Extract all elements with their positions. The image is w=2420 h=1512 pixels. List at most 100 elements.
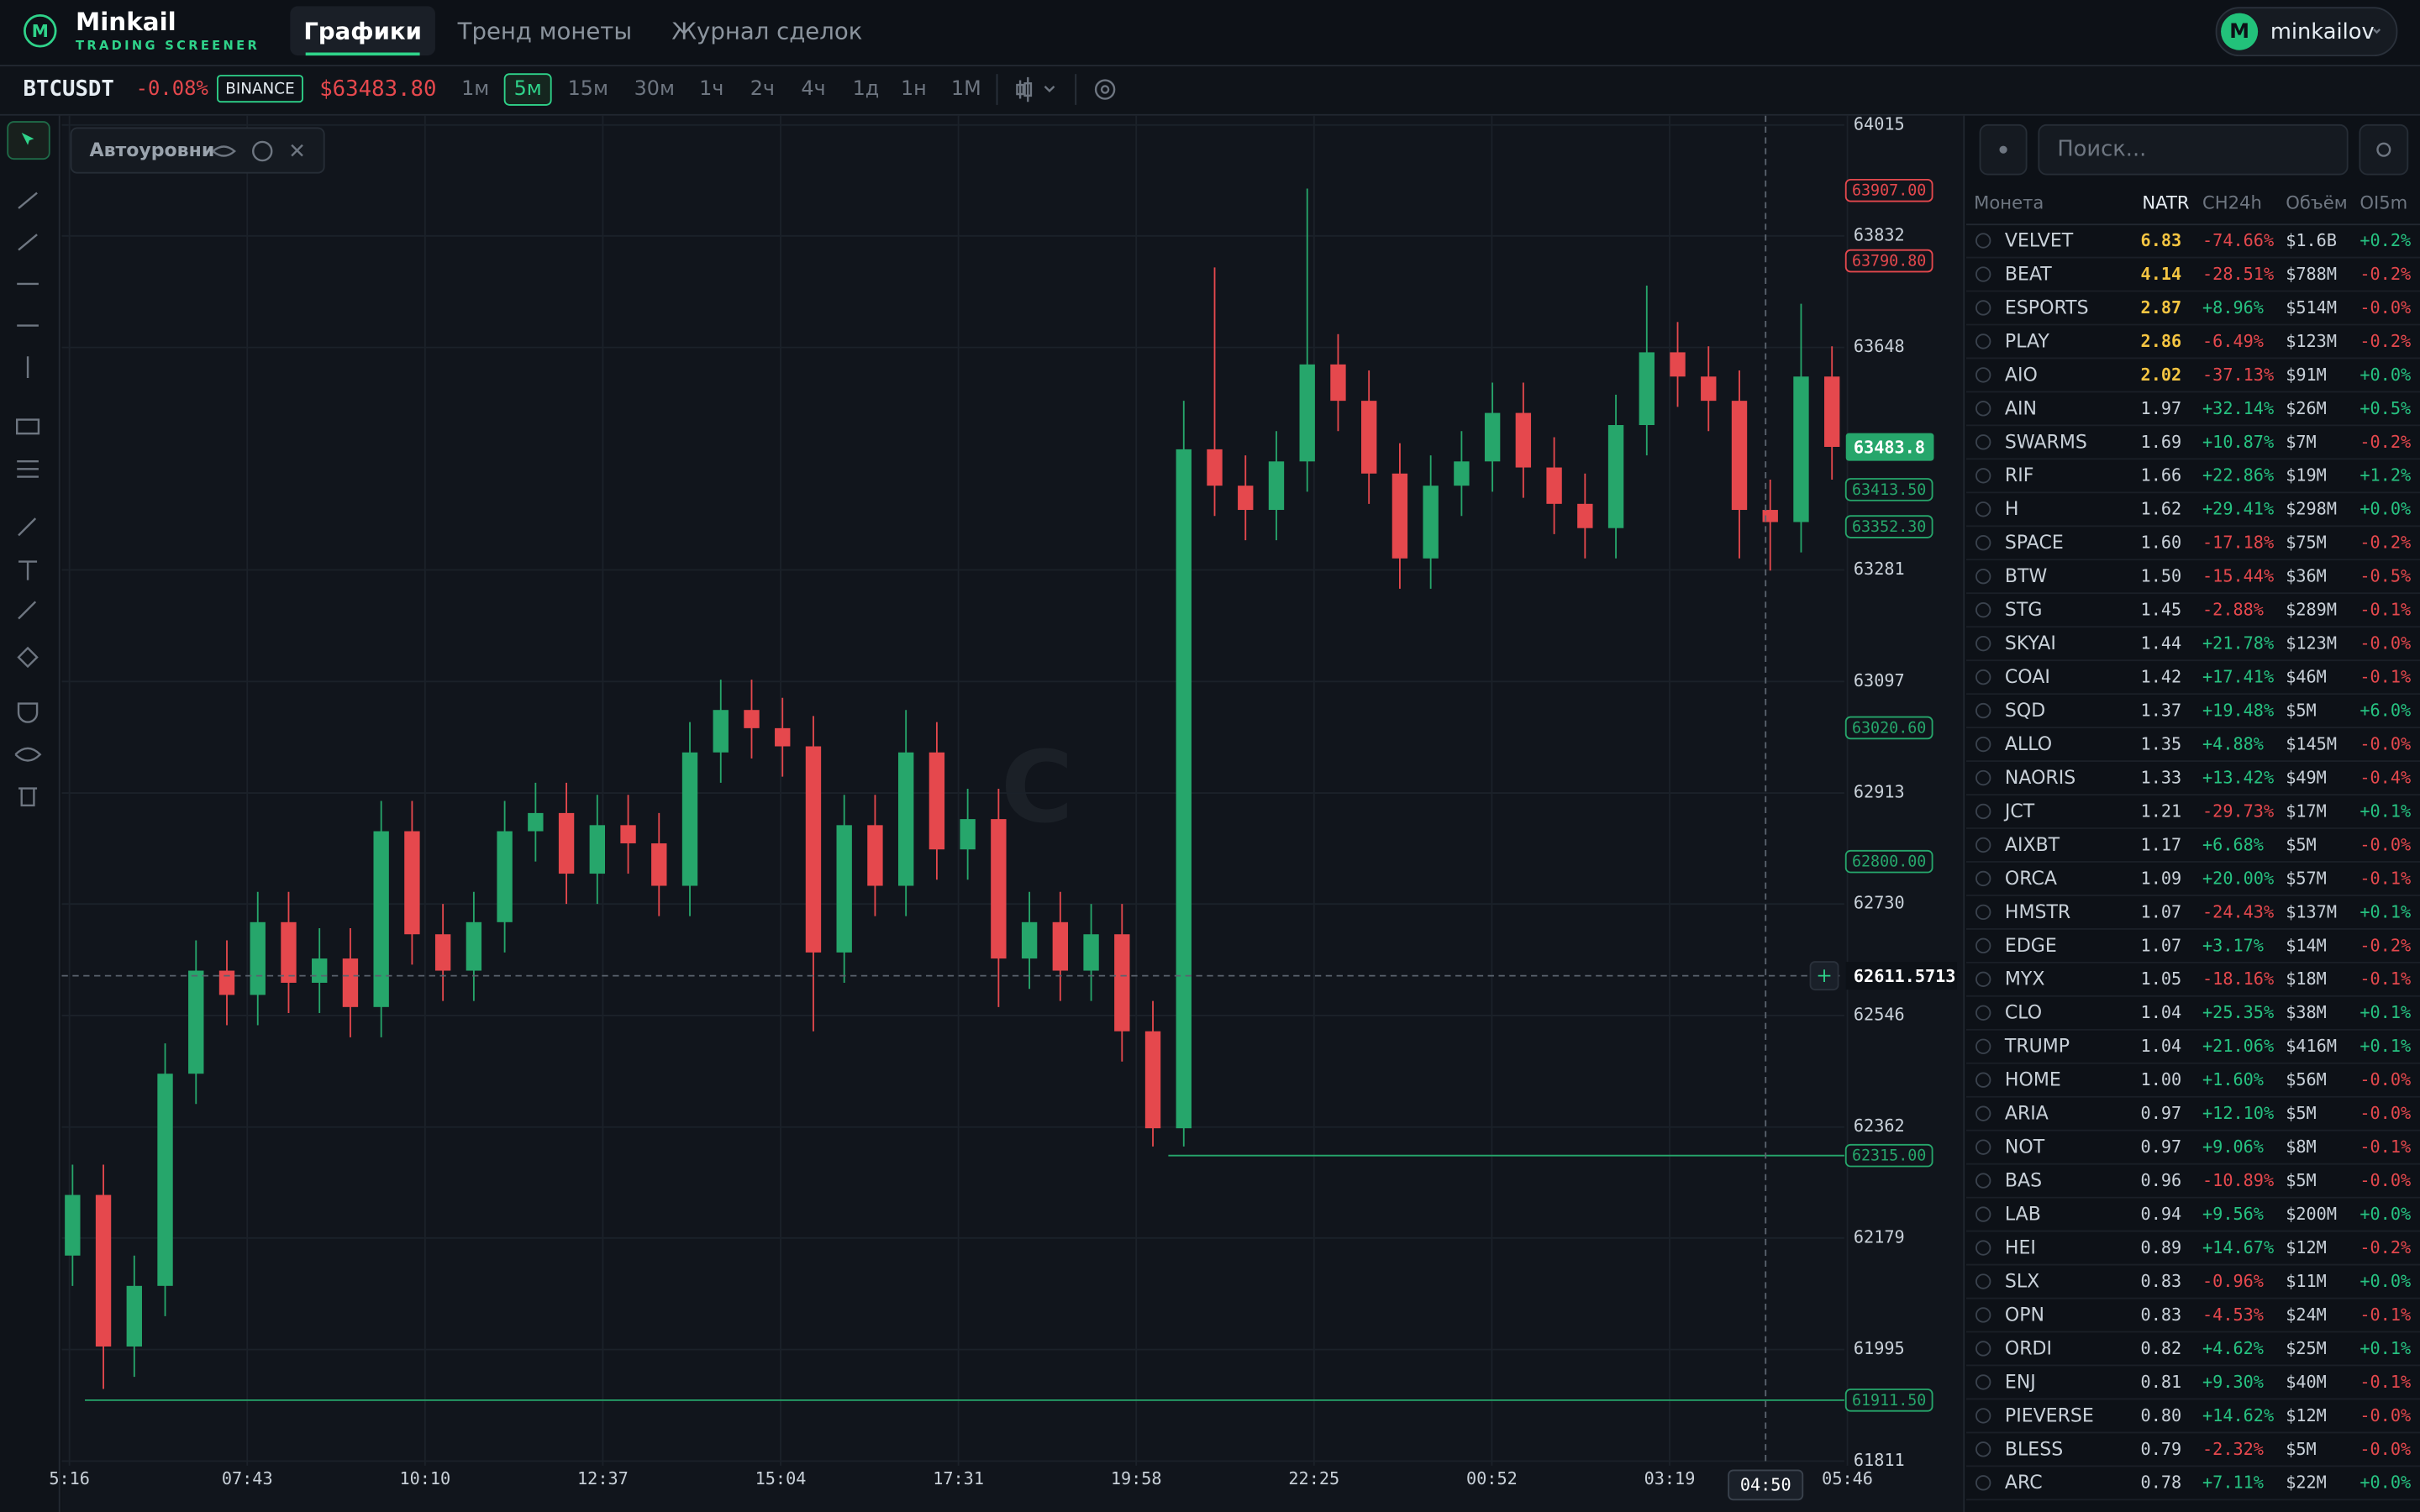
row-select[interactable] [1975, 569, 1991, 585]
symbol[interactable]: BTCUSDT [24, 76, 114, 102]
chart-type-button[interactable] [1016, 76, 1055, 102]
row-select[interactable] [1975, 601, 1991, 618]
tab[interactable]: Тренд монеты [457, 18, 632, 45]
coin-name[interactable]: HEI [2005, 1237, 2036, 1258]
column-header[interactable]: NATR [2142, 192, 2189, 213]
row-select[interactable] [1975, 904, 1991, 921]
coin-name[interactable]: EDGE [2005, 936, 2057, 957]
row-select[interactable] [1975, 333, 1991, 349]
coin-name[interactable]: HMSTR [2005, 902, 2070, 923]
row-select[interactable] [1975, 1475, 1991, 1491]
column-header[interactable]: Монета [1974, 192, 2044, 213]
row-select[interactable] [1975, 1139, 1991, 1155]
coin-name[interactable]: H [2005, 499, 2019, 520]
coin-name[interactable]: STG [2005, 600, 2043, 621]
coin-name[interactable]: LAB [2005, 1205, 2041, 1226]
interval[interactable]: 30м [634, 76, 675, 100]
row-select[interactable] [1975, 1441, 1991, 1457]
coin-name[interactable]: COAI [2005, 667, 2050, 688]
coin-name[interactable]: RIF [2005, 465, 2033, 486]
user-menu[interactable] [2215, 7, 2398, 57]
row-select[interactable] [1975, 702, 1991, 719]
interval[interactable]: 4ч [801, 76, 825, 100]
row-select[interactable] [1975, 1072, 1991, 1088]
coin-name[interactable]: ENJ [2005, 1372, 2036, 1393]
coin-name[interactable]: NOT [2005, 1137, 2045, 1158]
coin-name[interactable]: ARC [2005, 1473, 2043, 1494]
coin-name[interactable]: PIEVERSE [2005, 1405, 2094, 1426]
row-select[interactable] [1975, 736, 1991, 753]
tab[interactable]: Журнал сделок [671, 18, 862, 45]
coin-name[interactable]: PLAY [2005, 331, 2049, 352]
column-header[interactable]: CH24h [2202, 192, 2262, 213]
row-select[interactable] [1975, 535, 1991, 551]
row-select[interactable] [1975, 937, 1991, 954]
cursor-tool[interactable] [21, 132, 34, 145]
row-select[interactable] [1975, 468, 1991, 484]
column-header[interactable]: Объём [2286, 192, 2347, 213]
coin-name[interactable]: AIO [2005, 365, 2038, 386]
interval[interactable]: 1д [853, 76, 880, 100]
interval[interactable]: 5м [514, 76, 542, 100]
coin-name[interactable]: SQD [2005, 701, 2045, 722]
interval[interactable]: 2ч [750, 76, 775, 100]
row-select[interactable] [1975, 1341, 1991, 1357]
row-select[interactable] [1975, 434, 1991, 450]
filter-button[interactable] [2359, 123, 2409, 176]
coin-name[interactable]: SPACE [2005, 533, 2064, 554]
interval[interactable]: 1ч [699, 76, 723, 100]
coin-name[interactable]: BLESS [2005, 1439, 2063, 1460]
row-select[interactable] [1975, 1038, 1991, 1054]
row-select[interactable] [1975, 401, 1991, 417]
coin-name[interactable]: OPN [2005, 1305, 2044, 1326]
coin-name[interactable]: SWARMS [2005, 432, 2087, 453]
coin-name[interactable]: ORDI [2005, 1338, 2052, 1359]
row-select[interactable] [1975, 803, 1991, 820]
coin-name[interactable]: BAS [2005, 1171, 2042, 1192]
logo[interactable] [24, 13, 57, 48]
row-select[interactable] [1975, 266, 1991, 282]
row-select[interactable] [1975, 870, 1991, 887]
tool-icons[interactable] [14, 192, 42, 806]
row-select[interactable] [1975, 1105, 1991, 1121]
coin-name[interactable]: VELVET [2005, 230, 2074, 251]
row-select[interactable] [1975, 1408, 1991, 1424]
row-select[interactable] [1975, 1240, 1991, 1256]
coin-name[interactable]: HOME [2005, 1070, 2061, 1091]
row-select[interactable] [1975, 1307, 1991, 1323]
coin-name[interactable]: ALLO [2005, 734, 2052, 755]
row-select[interactable] [1975, 1005, 1991, 1021]
coin-name[interactable]: SLX [2005, 1271, 2039, 1292]
indicator-actions[interactable] [212, 140, 303, 162]
coin-name[interactable]: AIN [2005, 398, 2037, 419]
coin-name[interactable]: NAORIS [2005, 768, 2075, 789]
row-select[interactable] [1975, 501, 1991, 517]
coin-name[interactable]: ORCA [2005, 869, 2057, 890]
row-select[interactable] [1975, 1173, 1991, 1189]
row-select[interactable] [1975, 1374, 1991, 1390]
coin-name[interactable]: TRUMP [2004, 1037, 2070, 1058]
coin-name[interactable]: ESPORTS [2005, 297, 2089, 318]
row-select[interactable] [1975, 971, 1991, 987]
row-select[interactable] [1975, 1273, 1991, 1289]
column-header[interactable]: OI5m [2360, 192, 2407, 213]
coin-name[interactable]: CLO [2005, 1003, 2042, 1024]
interval[interactable]: 1М [951, 76, 981, 100]
coin-name[interactable]: BTW [2005, 566, 2048, 587]
interval[interactable]: 1н [901, 76, 927, 100]
tab[interactable]: Графики [303, 18, 421, 45]
coin-name[interactable]: ARIA [2005, 1104, 2049, 1125]
row-select[interactable] [1975, 233, 1991, 249]
row-select[interactable] [1975, 1206, 1991, 1222]
row-select[interactable] [1975, 367, 1991, 383]
coin-name[interactable]: BEAT [2005, 264, 2052, 285]
interval[interactable]: 15м [568, 76, 608, 100]
coin-name[interactable]: JCT [2003, 801, 2035, 822]
coin-name[interactable]: AIXBT [2005, 835, 2060, 856]
row-select[interactable] [1975, 635, 1991, 652]
row-select[interactable] [1975, 669, 1991, 685]
settings-button[interactable] [1094, 79, 1116, 100]
coin-name[interactable]: MYX [2005, 969, 2045, 990]
row-select[interactable] [1975, 300, 1991, 316]
search-input[interactable] [2038, 123, 2349, 176]
